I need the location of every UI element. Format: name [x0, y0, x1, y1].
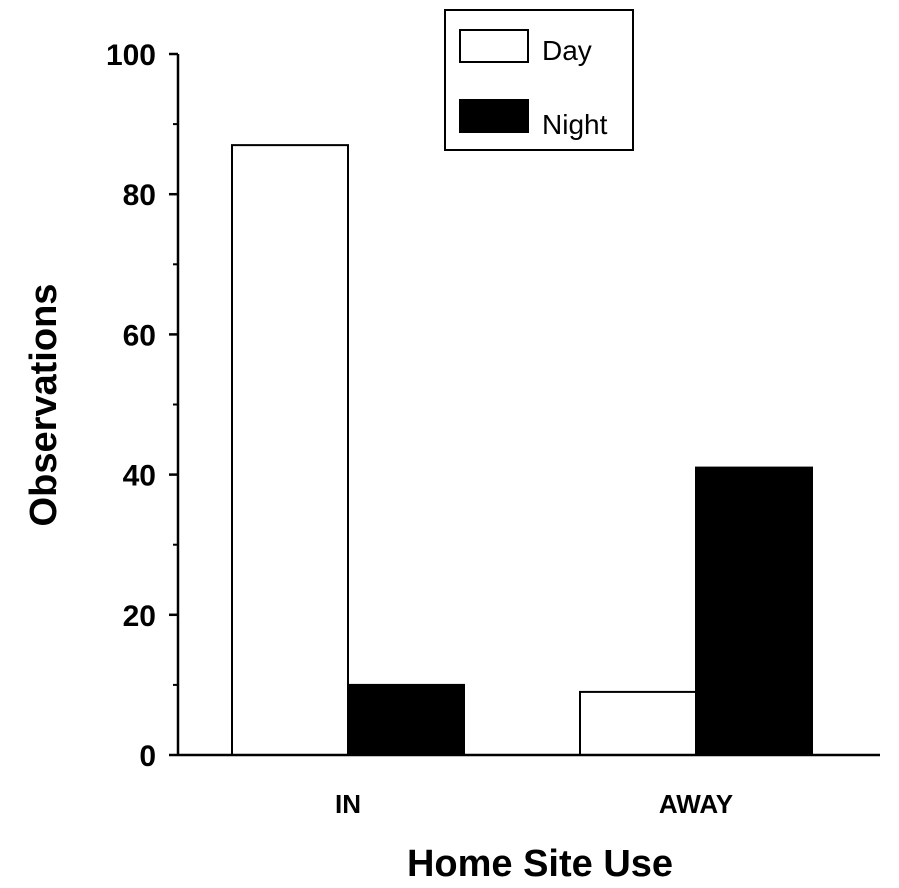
y-tick-label: 20: [123, 600, 156, 633]
y-tick-label: 100: [106, 39, 156, 72]
legend: Day Night: [444, 9, 634, 151]
legend-swatch-day: [459, 29, 529, 63]
bar-group: [231, 144, 813, 757]
x-tick-labels: IN AWAY: [335, 789, 733, 819]
x-tick-label: IN: [335, 789, 361, 819]
x-tick-label: AWAY: [659, 789, 733, 819]
x-axis-title: Home Site Use: [407, 843, 673, 885]
bar-night-away: [695, 466, 813, 756]
bar-night-in: [347, 683, 465, 757]
legend-label-day: Day: [542, 35, 592, 66]
y-tick-label: 0: [139, 740, 156, 773]
legend-label-night: Night: [542, 109, 608, 140]
legend-swatch-night: [459, 99, 529, 133]
bar-day-away: [579, 690, 697, 756]
y-tick-label: 60: [123, 319, 156, 352]
y-ticks: 0 20 40 60 80 100: [106, 39, 178, 773]
y-tick-label: 40: [123, 460, 156, 493]
y-tick-label: 80: [123, 179, 156, 212]
y-axis-title: Observations: [23, 284, 65, 527]
bar-day-in: [231, 144, 349, 756]
